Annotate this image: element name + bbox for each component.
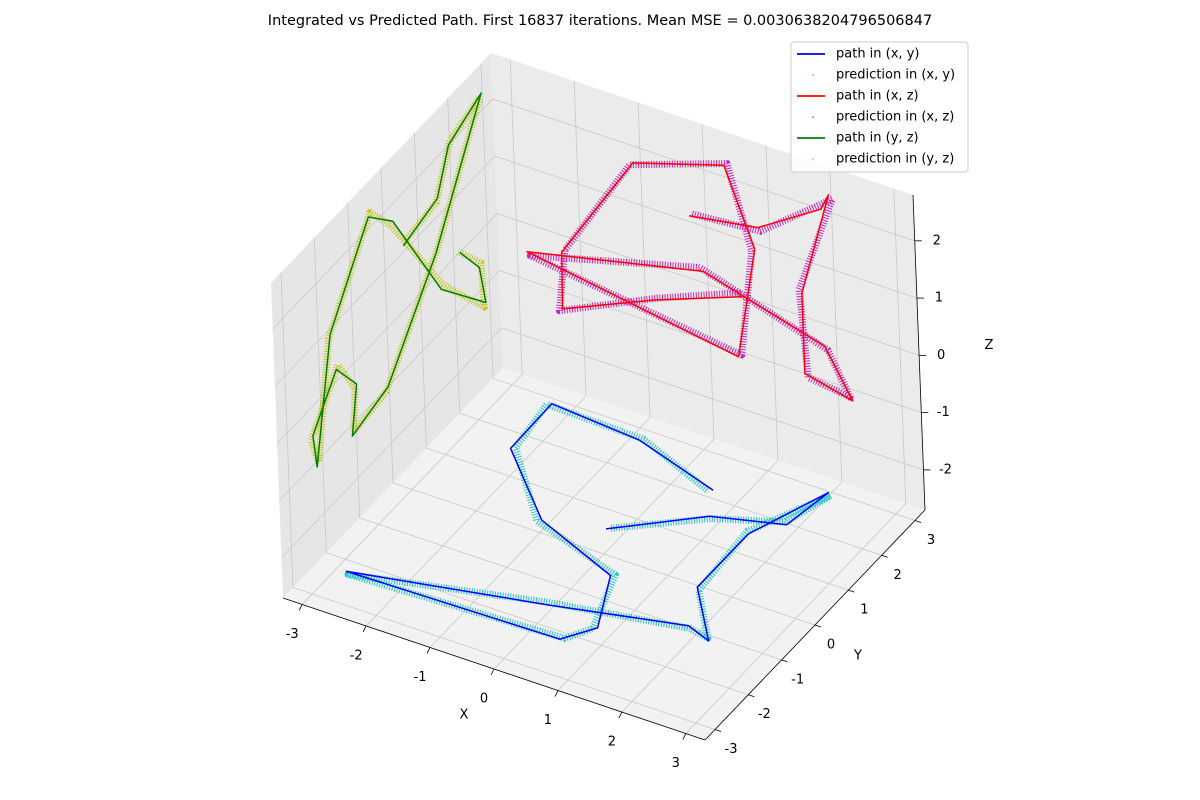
legend-label: prediction in (x, y) — [836, 68, 955, 83]
grid-line — [272, 98, 494, 330]
grid-line — [893, 188, 907, 504]
y-tick — [914, 520, 922, 523]
grid-line — [281, 327, 502, 559]
x-tick — [554, 690, 559, 697]
x-tick-label: 2 — [608, 735, 616, 750]
z-tick-label: 0 — [937, 348, 945, 363]
legend: path in (x, y) prediction in (x, y) path i… — [790, 41, 969, 173]
grid-line — [392, 482, 816, 626]
legend-label: path in (y, z) — [836, 131, 919, 146]
grid-line — [499, 270, 922, 414]
y-tick — [814, 624, 822, 628]
path-line — [312, 92, 487, 468]
x-tick-label: -2 — [350, 648, 363, 663]
z-axis-label: Z — [985, 338, 994, 353]
y-tick-label: -1 — [791, 672, 804, 687]
grid-line — [459, 412, 882, 556]
y-tick-label: 1 — [860, 603, 868, 618]
grid-line — [280, 272, 294, 588]
legend-marker — [812, 116, 814, 118]
y-tick — [714, 729, 722, 732]
grid-line — [447, 98, 461, 414]
z-tick-label: -1 — [937, 405, 950, 420]
grid-line — [509, 59, 523, 375]
grid-line — [426, 447, 849, 591]
x-tick — [362, 625, 367, 633]
y-tick-label: 0 — [827, 638, 835, 653]
x-axis-label: X — [460, 708, 469, 723]
grid-line — [274, 155, 496, 387]
x-tick-label: -1 — [414, 670, 427, 685]
prediction-points — [526, 160, 854, 401]
legend-label: path in (x, z) — [836, 89, 919, 104]
grid-line — [292, 587, 716, 730]
y-axis — [704, 509, 926, 741]
grid-line — [492, 378, 916, 521]
legend-label: prediction in (x, z) — [836, 110, 954, 125]
y-tick-label: 2 — [894, 568, 902, 583]
grid-line — [313, 237, 327, 553]
x-tick-label: 3 — [672, 756, 680, 771]
y-axis-label: Y — [853, 649, 862, 664]
legend-marker — [812, 158, 814, 160]
grid-line — [637, 102, 651, 418]
x-tick — [682, 733, 687, 740]
path-line — [345, 402, 830, 642]
x-tick — [298, 604, 303, 611]
y-tick — [748, 694, 755, 698]
x-tick-label: 0 — [480, 692, 488, 707]
y-tick — [781, 659, 788, 663]
grid-line — [492, 98, 915, 242]
grid-line — [480, 63, 494, 379]
grid-line — [573, 80, 587, 396]
chart-title: Integrated vs Predicted Path. First 1683… — [268, 13, 932, 29]
x-tick-label: 1 — [544, 713, 552, 728]
y-tick-label: 3 — [927, 533, 935, 548]
grid-line — [347, 202, 361, 518]
x-tick — [618, 711, 623, 719]
x-tick — [490, 668, 495, 676]
grid-line — [326, 552, 749, 696]
grid-line — [494, 155, 918, 299]
legend-label: path in (x, y) — [836, 47, 919, 62]
legend-box — [790, 41, 969, 173]
z-tick-label: -2 — [939, 462, 952, 477]
z-tick-label: 2 — [933, 233, 941, 248]
grid-line — [359, 517, 782, 661]
path-line — [526, 162, 854, 402]
y-tick — [881, 554, 888, 558]
x-axis — [282, 597, 706, 741]
legend-label: prediction in (y, z) — [836, 152, 954, 167]
z-tick-label: 1 — [935, 291, 943, 306]
grid-line — [501, 327, 924, 471]
z-axis — [912, 194, 926, 511]
y-tick — [848, 589, 855, 593]
grid-line — [765, 145, 779, 461]
grid-line — [496, 212, 920, 356]
x-tick — [426, 647, 431, 654]
x-tick-label: -3 — [286, 627, 299, 642]
y-tick-label: -2 — [758, 707, 771, 722]
y-tick-label: -3 — [725, 742, 738, 757]
grid-line — [701, 123, 715, 440]
grid-line — [829, 167, 843, 483]
prediction-points — [344, 400, 834, 642]
legend-marker — [812, 74, 814, 76]
